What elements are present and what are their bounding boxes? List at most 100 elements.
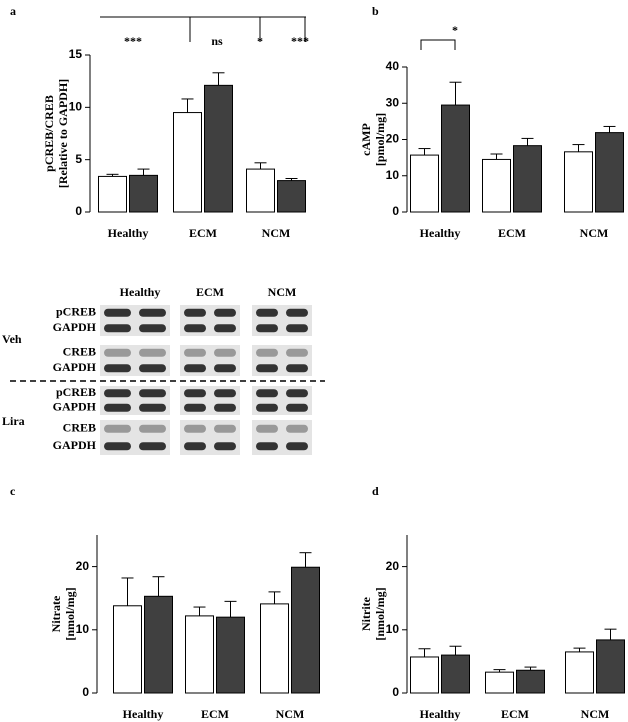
bar (291, 566, 320, 694)
bar (173, 112, 202, 213)
blot-band (104, 424, 131, 433)
bar (216, 616, 245, 694)
y-axis-label: [nmol/mg] (373, 587, 387, 640)
y-axis-label: Nitrite (359, 596, 373, 631)
blot-band (286, 424, 308, 433)
blot-band (104, 324, 131, 333)
blot-band (104, 442, 131, 451)
blot-band (139, 403, 166, 412)
x-tick-label: NCM (276, 707, 305, 721)
y-axis-label: pCREB/CREB (42, 95, 56, 172)
significance: * (257, 34, 263, 48)
blot-band (184, 308, 206, 317)
blot-band (286, 364, 308, 373)
blot-band (139, 324, 166, 333)
x-tick-label: NCM (580, 226, 609, 240)
bar (98, 175, 127, 213)
blot-row-label: CREB (63, 421, 96, 435)
panel-label: d (372, 484, 379, 498)
blot-band (286, 389, 308, 398)
blot-row-label: CREB (63, 345, 96, 359)
significance: ns (211, 34, 223, 48)
y-tick-label: 10 (69, 100, 83, 114)
bar (185, 615, 214, 694)
bar (441, 104, 470, 213)
bar (129, 174, 158, 213)
blot-band (256, 442, 278, 451)
bar (277, 180, 306, 213)
blot-band (104, 308, 131, 317)
y-tick-label: 20 (386, 559, 400, 573)
y-axis-label: [pmol/mg] (373, 113, 387, 166)
blot-band (256, 308, 278, 317)
x-tick-label: Healthy (123, 707, 164, 721)
bar (485, 671, 514, 694)
blot-band (214, 308, 236, 317)
blot-lane-label: Healthy (120, 285, 161, 299)
blot-band (184, 424, 206, 433)
blot-band (256, 348, 278, 357)
bar (144, 595, 173, 694)
blot-band (286, 324, 308, 333)
blot-band (139, 348, 166, 357)
blot-row-label: GAPDH (53, 400, 97, 414)
panel-label: a (10, 4, 16, 18)
blot-row-label: pCREB (56, 305, 96, 319)
blot-band (104, 348, 131, 357)
blot-band (256, 324, 278, 333)
y-tick-label: 15 (69, 47, 83, 61)
blot-row-label: GAPDH (53, 438, 97, 452)
x-tick-label: ECM (189, 226, 217, 240)
y-tick-label: 20 (76, 559, 90, 573)
x-tick-label: NCM (262, 226, 291, 240)
bar (596, 639, 625, 694)
blot-band (256, 389, 278, 398)
blot-row-label: GAPDH (53, 320, 97, 334)
bar (516, 669, 545, 694)
x-tick-label: ECM (201, 707, 229, 721)
y-axis-label: Nitrate (49, 595, 63, 632)
significance: *** (124, 34, 142, 48)
significance: * (452, 23, 458, 37)
blot-band (256, 403, 278, 412)
panel-label: c (10, 484, 16, 498)
x-tick-label: ECM (498, 226, 526, 240)
blot-band (184, 324, 206, 333)
sig-bracket (420, 39, 456, 50)
y-tick-label: 0 (75, 204, 82, 218)
blot-band (139, 389, 166, 398)
bar (246, 168, 275, 213)
y-tick-label: 10 (386, 622, 400, 636)
blot-band (214, 324, 236, 333)
y-tick-label: 20 (386, 132, 400, 146)
blot-band (214, 424, 236, 433)
x-tick-label: ECM (501, 707, 529, 721)
blot-band (286, 403, 308, 412)
y-axis-label: cAMP (359, 123, 373, 156)
y-tick-label: 0 (82, 685, 89, 699)
x-tick-label: Healthy (420, 226, 461, 240)
y-axis-label: [nmol/mg] (63, 587, 77, 640)
blot-band (184, 389, 206, 398)
bar (113, 605, 142, 694)
blot-band (214, 403, 236, 412)
blot-band (214, 364, 236, 373)
blot-band (286, 442, 308, 451)
panel-label: b (372, 4, 379, 18)
blot-lane-label: ECM (196, 285, 224, 299)
blot-band (184, 364, 206, 373)
bar (441, 654, 470, 694)
blot-row-label: GAPDH (53, 360, 97, 374)
blot-band (184, 348, 206, 357)
bar (410, 154, 439, 213)
blot-group-label: Veh (2, 332, 22, 346)
blot-band (139, 364, 166, 373)
blot-band (139, 308, 166, 317)
blot-band (286, 348, 308, 357)
y-tick-label: 10 (76, 622, 90, 636)
y-tick-label: 5 (75, 152, 82, 166)
blot-lane-label: NCM (268, 285, 297, 299)
y-tick-label: 0 (392, 204, 399, 218)
x-tick-label: Healthy (420, 707, 461, 721)
